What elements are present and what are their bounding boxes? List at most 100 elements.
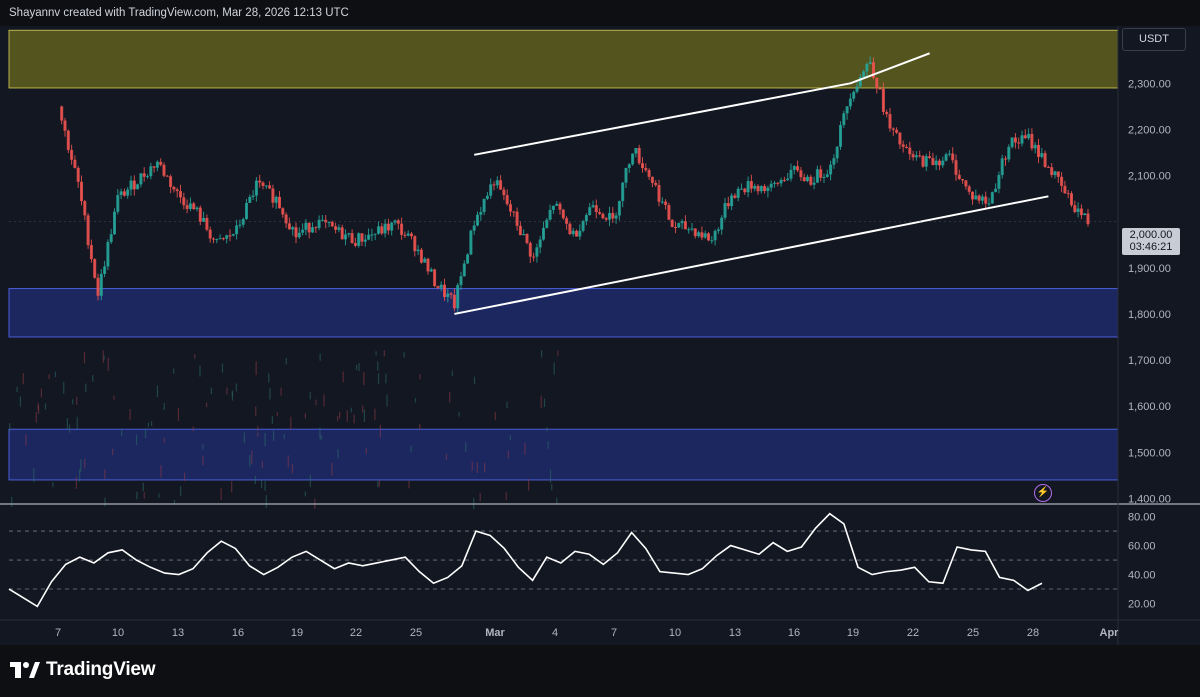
candle-body — [429, 269, 433, 272]
candle-body — [367, 234, 371, 240]
history-artifact — [419, 423, 421, 431]
candle-body — [740, 188, 743, 190]
history-artifact — [255, 406, 257, 416]
candle-body — [274, 196, 278, 203]
history-artifact — [494, 412, 496, 420]
history-artifact — [92, 375, 94, 382]
history-artifact — [40, 388, 42, 398]
history-artifact — [323, 394, 325, 407]
history-artifact — [221, 363, 224, 373]
candle-body — [459, 276, 463, 286]
history-artifact — [9, 423, 11, 432]
history-artifact — [52, 482, 54, 487]
candle-body — [637, 147, 641, 164]
history-artifact — [80, 459, 82, 472]
candle-body — [994, 188, 998, 193]
candle-body — [221, 238, 225, 240]
history-artifact — [19, 396, 21, 407]
candle-body — [766, 187, 770, 192]
candle-body — [403, 234, 407, 236]
candle-body — [449, 293, 453, 295]
candle-body — [888, 114, 892, 129]
candle-body — [502, 189, 506, 196]
candle-body — [337, 227, 341, 230]
candle-body — [954, 160, 958, 175]
candle-body — [578, 230, 582, 237]
candle-body — [835, 146, 839, 159]
history-artifact — [377, 373, 380, 384]
candle-body — [469, 230, 473, 255]
price-tick-label: 1,900.00 — [1128, 263, 1171, 275]
candle-body — [73, 159, 77, 168]
attribution-text: Shayannv created with TradingView.com, M… — [9, 7, 349, 19]
candle-body — [119, 191, 123, 196]
candle-body — [353, 243, 357, 246]
candle-body — [812, 182, 816, 185]
candle-body — [588, 207, 592, 216]
candle-body — [901, 144, 905, 147]
history-artifact — [374, 408, 376, 421]
candle-body — [113, 211, 116, 235]
candle-body — [350, 233, 354, 244]
candle-body — [1000, 158, 1004, 176]
candle-body — [598, 212, 602, 214]
candle-body — [756, 185, 760, 192]
candle-body — [472, 225, 476, 231]
candle-body — [284, 214, 288, 224]
candle-body — [103, 266, 107, 274]
currency-selector[interactable]: USDT — [1122, 28, 1186, 51]
candle-body — [1007, 146, 1011, 160]
history-artifact — [22, 373, 24, 385]
candle-body — [324, 219, 328, 223]
candle-body — [1030, 133, 1034, 149]
time-tick-label: 7 — [611, 627, 617, 639]
candle-body — [895, 129, 899, 133]
history-artifact — [549, 469, 552, 484]
history-artifact — [199, 365, 201, 377]
history-artifact — [235, 383, 237, 392]
rsi-tick-label: 20.00 — [1128, 599, 1156, 611]
tradingview-logo[interactable]: TradingView — [10, 659, 156, 681]
history-artifact — [331, 462, 333, 476]
candle-body — [446, 293, 450, 298]
history-artifact — [264, 480, 266, 491]
candle-body — [419, 249, 423, 263]
candle-body — [344, 234, 347, 240]
candle-body — [855, 86, 859, 92]
candle-body — [796, 166, 800, 171]
candle-body — [690, 228, 694, 230]
history-artifact — [309, 474, 311, 488]
time-tick-label: Apr — [1100, 627, 1120, 639]
time-tick-label: 13 — [172, 627, 184, 639]
candle-body — [136, 184, 140, 190]
candle-body — [340, 227, 344, 240]
candle-body — [660, 201, 664, 203]
candle-body — [1033, 144, 1037, 149]
candle-body — [664, 201, 668, 206]
history-artifact — [342, 371, 344, 383]
candle-body — [363, 239, 367, 242]
history-artifact — [458, 411, 460, 417]
history-artifact — [379, 424, 381, 438]
candle-body — [911, 154, 915, 158]
candle-body — [228, 235, 232, 237]
candle-body — [720, 217, 724, 230]
support-zone — [8, 288, 1119, 338]
candle-body — [786, 178, 790, 181]
candle-body — [528, 242, 532, 257]
history-artifact — [104, 469, 106, 480]
candle-body — [172, 186, 176, 190]
history-artifact — [506, 401, 508, 409]
candle-body — [271, 188, 275, 203]
history-artifact — [75, 476, 78, 489]
candle-body — [852, 91, 856, 99]
history-artifact — [33, 468, 35, 483]
lightning-icon[interactable]: ⚡ — [1034, 484, 1052, 502]
candle-body — [212, 238, 215, 240]
candle-body — [891, 128, 895, 130]
time-tick-label: 16 — [788, 627, 800, 639]
history-artifact — [111, 448, 114, 455]
history-artifact — [304, 491, 306, 497]
history-artifact — [337, 416, 339, 422]
